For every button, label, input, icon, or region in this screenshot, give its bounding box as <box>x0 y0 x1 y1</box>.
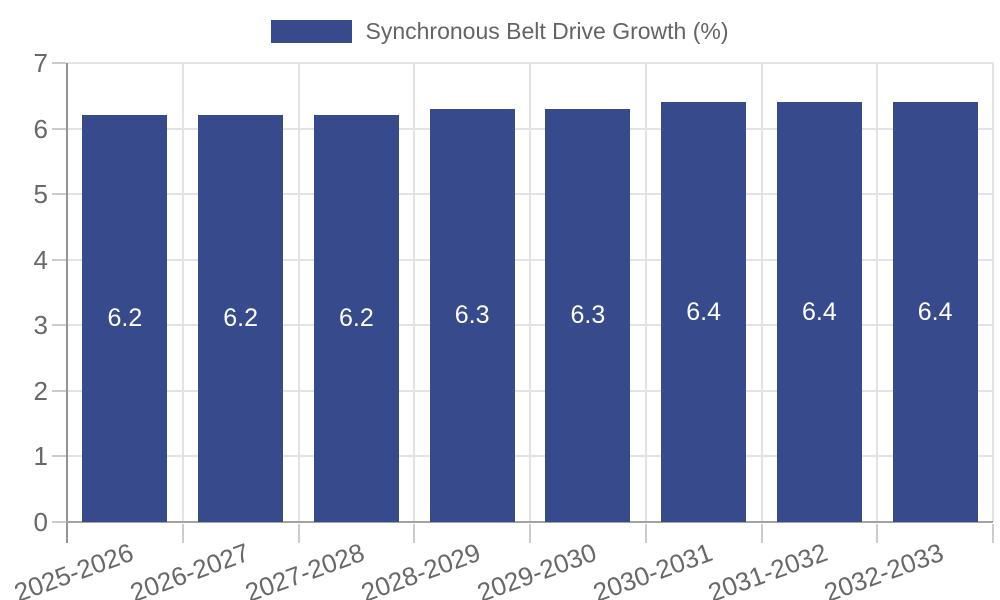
v-gridline <box>644 63 647 522</box>
y-tick-label: 2 <box>33 375 48 406</box>
bar: 6.2 <box>198 115 284 522</box>
y-tick-mark <box>52 455 66 458</box>
y-tick-mark <box>52 127 66 130</box>
v-gridline <box>297 63 300 522</box>
bar: 6.4 <box>892 102 978 522</box>
v-gridline <box>181 63 184 522</box>
v-gridline <box>760 63 763 522</box>
bar: 6.4 <box>661 102 747 522</box>
y-tick-label: 1 <box>33 441 48 472</box>
bar-value-label: 6.3 <box>570 300 606 329</box>
bar-value-label: 6.3 <box>454 300 490 329</box>
x-tick-mark <box>992 524 994 543</box>
bar: 6.3 <box>429 108 515 522</box>
y-tick-label: 7 <box>33 48 48 78</box>
x-tick-mark <box>760 524 763 543</box>
bar-value-label: 6.2 <box>338 304 374 333</box>
y-axis-line <box>66 63 68 543</box>
y-tick-label: 5 <box>33 179 48 210</box>
y-tick-mark <box>52 258 66 261</box>
y-tick-label: 4 <box>33 244 48 275</box>
v-gridline <box>529 63 531 522</box>
bar-value-label: 6.4 <box>686 297 721 326</box>
y-tick-label: 6 <box>33 113 48 144</box>
y-tick-mark <box>52 521 66 523</box>
y-tick-mark <box>52 62 66 64</box>
x-tick-mark <box>876 524 879 543</box>
x-tick-mark <box>644 524 647 543</box>
x-tick-mark <box>413 524 416 543</box>
y-tick-mark <box>52 389 66 392</box>
y-tick-label: 3 <box>33 310 48 341</box>
legend[interactable]: Synchronous Belt Drive Growth (%) <box>0 18 1000 44</box>
x-tick-mark <box>529 524 531 543</box>
bar: 6.2 <box>82 115 168 522</box>
h-gridline <box>67 62 993 64</box>
x-tick-mark <box>181 524 184 543</box>
y-tick-mark <box>52 193 66 196</box>
x-tick-mark <box>297 524 300 543</box>
bar-value-label: 6.2 <box>223 304 258 333</box>
bar: 6.2 <box>313 115 399 522</box>
y-tick-mark <box>52 324 66 327</box>
bar-value-label: 6.2 <box>107 304 143 333</box>
legend-label: Synchronous Belt Drive Growth (%) <box>365 17 729 44</box>
v-gridline <box>876 63 879 522</box>
bar: 6.4 <box>776 102 862 522</box>
v-gridline <box>992 63 994 522</box>
bar: 6.3 <box>545 108 631 522</box>
legend-swatch <box>271 19 353 43</box>
bar-value-label: 6.4 <box>917 297 953 326</box>
v-gridline <box>413 63 416 522</box>
y-tick-label: 0 <box>33 507 48 537</box>
bar-value-label: 6.4 <box>801 297 837 326</box>
